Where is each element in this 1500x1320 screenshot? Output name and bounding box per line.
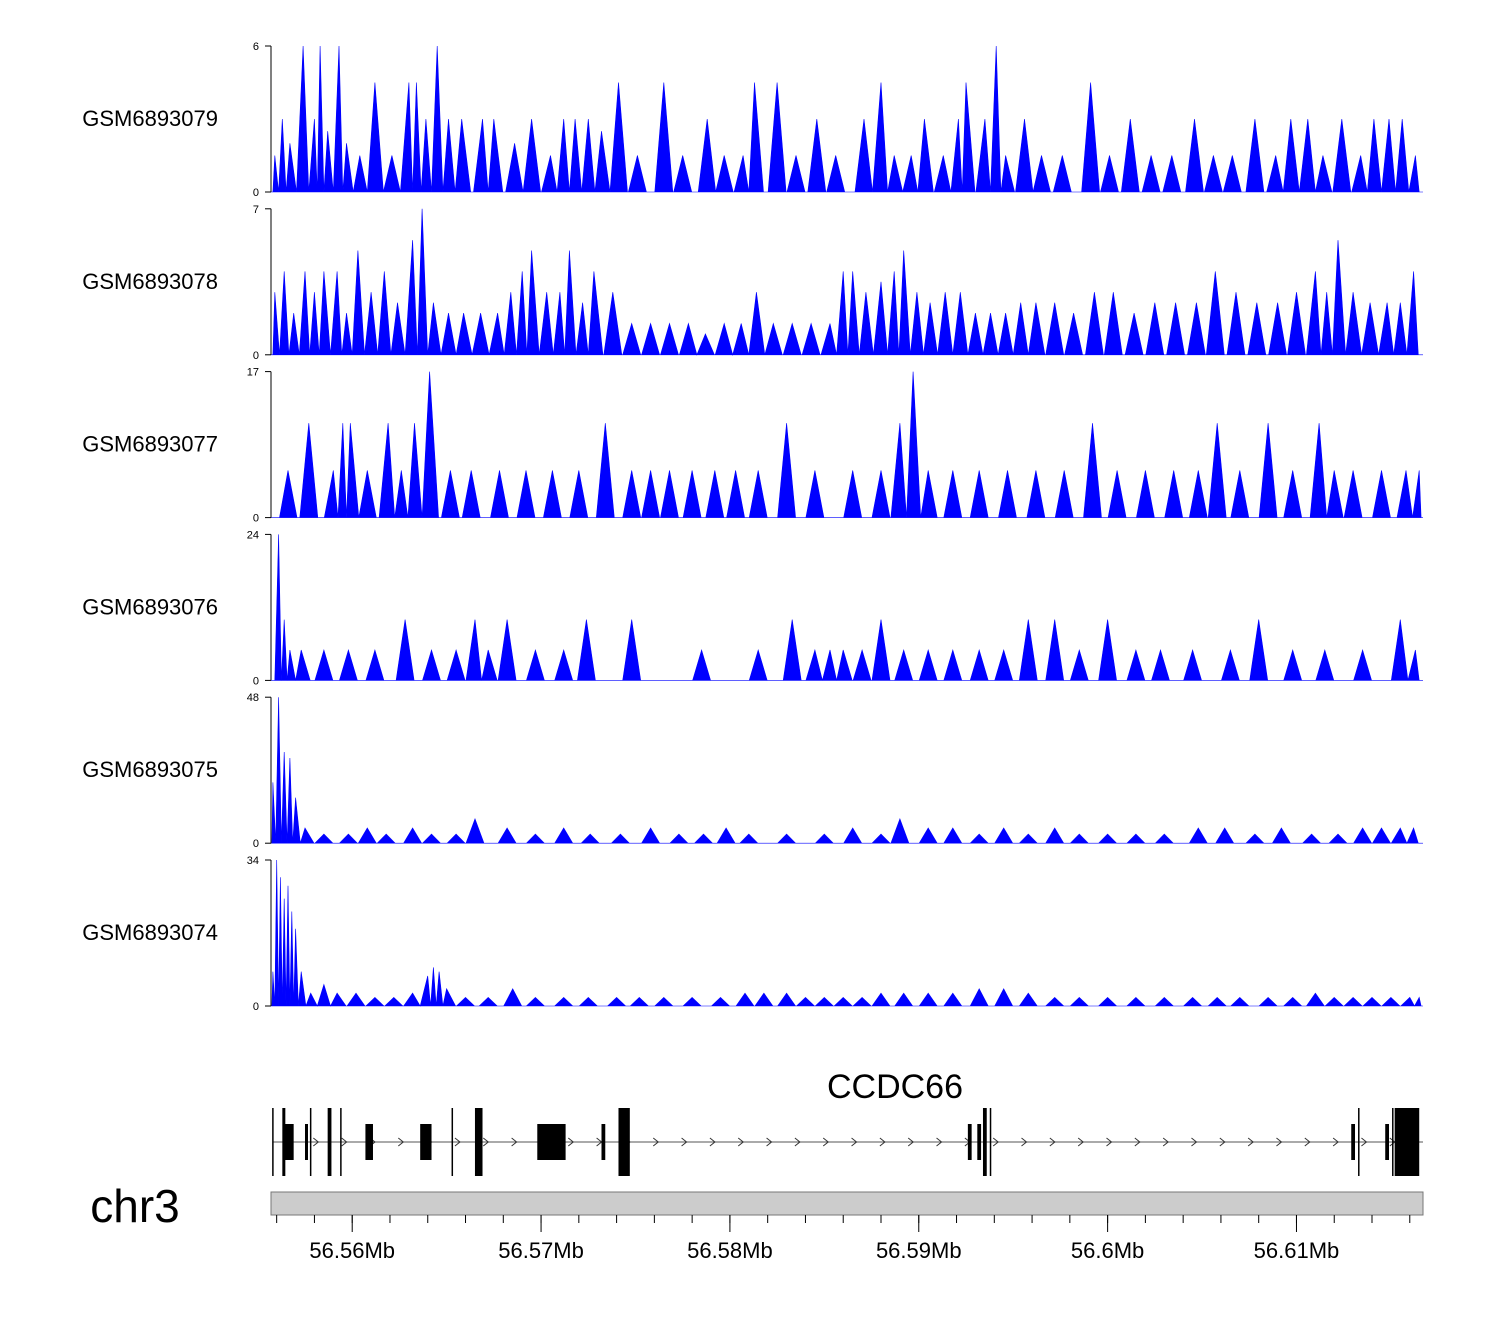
strand-arrow [652,1137,660,1147]
y-min-label-GSM6893076: 0 [253,675,259,687]
y-min-label-GSM6893074: 0 [253,1001,259,1013]
strand-arrow [907,1137,915,1147]
gene-name-label: CCDC66 [827,1068,963,1106]
axis-tick-label: 56.59Mb [876,1238,962,1263]
y-max-label-GSM6893075: 48 [247,692,259,704]
strand-arrow [1361,1137,1368,1147]
coverage-area-GSM6893075 [271,697,1423,844]
y-min-label-GSM6893079: 0 [253,187,259,199]
track-label-GSM6893075: GSM6893075 [82,757,218,782]
exon [304,1124,308,1160]
coverage-tracks: 6 0 GSM6893079 7 0 GSM6893078 17 0 GSM6893077 24 0… [82,41,1423,1013]
exon [977,1124,982,1160]
exon [601,1124,606,1160]
axis-tick-label: 56.6Mb [1071,1238,1144,1263]
exon [420,1124,432,1160]
track-label-GSM6893074: GSM6893074 [82,920,218,945]
track-label-GSM6893079: GSM6893079 [82,106,218,131]
coverage-area-GSM6893074 [271,859,1423,1007]
track-label-GSM6893077: GSM6893077 [82,432,218,457]
strand-arrow [1021,1137,1028,1147]
coverage-area-GSM6893077 [271,371,1423,518]
strand-arrow [1276,1137,1283,1147]
track-GSM6893077: 17 0 GSM6893077 [82,367,1423,525]
strand-arrow [851,1137,858,1147]
y-min-label-GSM6893078: 0 [253,350,259,362]
chromosome-axis: chr3 56.56Mb 56.57Mb 56.58Mb 56.59Mb 56.6Mb 5… [90,1180,1424,1263]
exon [537,1124,566,1160]
gene-track: CCDC66 [272,1068,1423,1176]
chromosome-label: chr3 [90,1180,179,1232]
track-GSM6893078: 7 0 GSM6893078 [82,204,1423,362]
strand-arrow [1219,1137,1226,1147]
track-label-GSM6893078: GSM6893078 [82,269,218,294]
coverage-area-GSM6893078 [271,208,1423,356]
strand-arrow [879,1137,886,1147]
coverage-area-GSM6893076 [271,534,1423,681]
strand-arrow [766,1137,773,1147]
strand-arrow [737,1137,745,1147]
strand-arrow [313,1137,320,1147]
strand-arrow [1134,1137,1141,1147]
chromosome-bar [270,1191,1424,1216]
exon [282,1108,286,1176]
exon [618,1108,630,1176]
strand-arrow [1191,1137,1198,1147]
exon [1394,1108,1420,1176]
exon [1351,1124,1356,1160]
axis-tick-label: 56.57Mb [498,1238,584,1263]
track-GSM6893075: 48 0 GSM6893075 [82,692,1423,850]
strand-arrow [341,1137,348,1147]
coverage-area-GSM6893079 [271,45,1423,193]
y-max-label-GSM6893074: 34 [247,855,259,867]
strand-arrow [1049,1137,1056,1147]
exon [967,1124,972,1160]
exon [365,1124,373,1160]
y-max-label-GSM6893078: 7 [253,204,259,216]
strand-arrow [482,1137,490,1147]
strand-arrow [1162,1137,1169,1147]
exon [982,1108,987,1176]
strand-arrow [1077,1137,1084,1147]
axis-tick-label: 56.56Mb [309,1238,395,1263]
y-max-label-GSM6893077: 17 [247,367,259,379]
strand-arrow [822,1137,830,1147]
strand-arrow [454,1137,461,1147]
exon [327,1108,332,1176]
strand-arrow [681,1137,688,1147]
track-GSM6893074: 34 0 GSM6893074 [82,855,1423,1013]
track-GSM6893079: 6 0 GSM6893079 [82,41,1423,199]
strand-arrow [397,1137,405,1147]
strand-arrow [1304,1137,1311,1147]
axis-tick-label: 56.61Mb [1254,1238,1340,1263]
y-min-label-GSM6893077: 0 [253,513,259,525]
strand-arrow [1106,1137,1113,1147]
strand-arrow [567,1137,575,1147]
strand-arrow [794,1137,801,1147]
y-max-label-GSM6893079: 6 [253,41,259,53]
track-label-GSM6893076: GSM6893076 [82,594,218,619]
track-GSM6893076: 24 0 GSM6893076 [82,529,1423,687]
strand-arrow [992,1137,999,1147]
axis-tick-label: 56.58Mb [687,1238,773,1263]
exon [1385,1124,1390,1160]
strand-arrow [511,1137,518,1147]
strand-arrow [1247,1137,1254,1147]
exon [284,1124,294,1160]
strand-arrow [936,1137,943,1147]
exon [474,1108,483,1176]
y-max-label-GSM6893076: 24 [247,529,259,541]
strand-arrow [1332,1137,1339,1147]
strand-arrow [709,1137,716,1147]
y-min-label-GSM6893075: 0 [253,838,259,850]
